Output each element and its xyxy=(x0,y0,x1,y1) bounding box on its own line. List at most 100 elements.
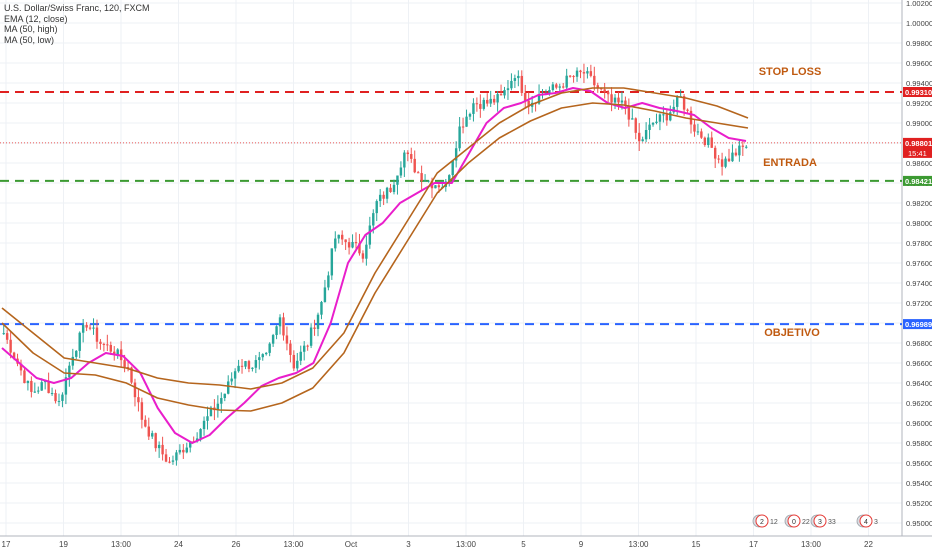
candle-body xyxy=(5,333,9,340)
price-tick-label: 0.97800 xyxy=(906,239,932,248)
candle-body xyxy=(382,194,385,199)
candle-body xyxy=(227,381,230,394)
time-tick-label: 19 xyxy=(59,540,68,549)
candle-body xyxy=(81,324,85,333)
candle-body xyxy=(233,371,237,379)
candle-body xyxy=(344,239,347,243)
time-tick-label: 13:00 xyxy=(628,540,649,549)
candle-body xyxy=(327,275,330,288)
price-tick-label: 0.99000 xyxy=(906,119,932,128)
candle-body xyxy=(199,429,202,439)
event-badge[interactable]: 0 22 xyxy=(784,514,810,528)
candle-body xyxy=(175,452,178,461)
candle-body xyxy=(361,253,365,259)
candle-body xyxy=(675,96,679,107)
candle-body xyxy=(655,121,658,123)
indicator-ema[interactable]: EMA (12, close) xyxy=(4,13,68,24)
candle-body xyxy=(268,343,271,353)
candle-body xyxy=(510,80,513,89)
candle-body xyxy=(85,324,88,328)
candle-body xyxy=(624,100,627,106)
candle-body xyxy=(662,114,665,116)
candle-body xyxy=(30,380,33,392)
candle-body xyxy=(392,184,396,192)
event-count: 3 xyxy=(874,519,878,526)
candle-body xyxy=(43,381,47,383)
candle-body xyxy=(133,382,137,398)
candle-body xyxy=(237,365,240,372)
candle-body xyxy=(302,345,306,352)
candle-body xyxy=(50,393,54,395)
candle-body xyxy=(448,175,451,182)
price-tick-label: 0.97600 xyxy=(906,259,932,268)
time-tick-label: 17 xyxy=(749,540,758,549)
indicator-ma-high[interactable]: MA (50, high) xyxy=(4,24,58,34)
candle-body xyxy=(113,351,116,355)
candle-body xyxy=(12,352,16,359)
candle-body xyxy=(620,100,624,103)
candle-body xyxy=(682,96,686,110)
price-tick-label: 0.96800 xyxy=(906,339,932,348)
event-badge[interactable]: 3 33 xyxy=(810,514,836,528)
ema-line xyxy=(1,87,747,444)
candle-body xyxy=(613,97,617,103)
candle-body xyxy=(378,194,382,202)
candle-body xyxy=(206,416,209,421)
candle-body xyxy=(710,137,713,148)
candle-body xyxy=(144,419,147,427)
time-tick-label: 15 xyxy=(692,540,701,549)
indicator-ma-low[interactable]: MA (50, low) xyxy=(4,34,55,45)
candle-body xyxy=(178,449,182,453)
candle-body xyxy=(492,98,496,103)
candle-body xyxy=(285,335,289,344)
economic-events[interactable]: 2 12 0 22 3 33 4 3 xyxy=(752,514,878,528)
ma-low-line xyxy=(1,102,749,412)
candle-body xyxy=(717,158,720,160)
price-tick-label: 0.96400 xyxy=(906,379,932,388)
chart-legend: U.S. Dollar/Swiss Franc, 120, FXCM EMA (… xyxy=(4,3,150,45)
candle-body xyxy=(240,365,244,367)
candle-body xyxy=(220,398,223,404)
event-badge[interactable]: 2 12 xyxy=(752,514,778,528)
event-glyph: 2 xyxy=(760,519,764,526)
candle-body xyxy=(565,75,568,88)
candle-body xyxy=(582,72,586,74)
candle-body xyxy=(33,391,37,393)
event-glyph: 3 xyxy=(818,519,822,526)
candle-body xyxy=(182,449,185,453)
candle-body xyxy=(451,160,454,176)
candle-body xyxy=(258,357,261,361)
time-tick-label: 26 xyxy=(232,540,241,549)
candle-body xyxy=(137,397,140,403)
price-tick-label: 0.99600 xyxy=(906,59,932,68)
candle-body xyxy=(406,152,410,155)
candle-body xyxy=(95,327,99,342)
candle-body xyxy=(368,225,372,245)
candle-body xyxy=(244,361,247,367)
candle-body xyxy=(230,378,233,382)
candle-body xyxy=(340,234,344,240)
candle-body xyxy=(524,93,527,101)
level-price-tag-bg xyxy=(903,87,932,97)
candle-body xyxy=(562,86,565,88)
candle-body xyxy=(413,158,416,173)
candle-body xyxy=(372,213,375,226)
time-axis[interactable]: 17 19 13:00 24 26 13:00 Oct 3 13:00 5 9 13:00 15 17 13… xyxy=(2,540,874,549)
candle-body xyxy=(589,71,593,76)
candle-body xyxy=(116,349,119,355)
price-tick-label: 0.96200 xyxy=(906,399,932,408)
symbol-title[interactable]: U.S. Dollar/Swiss Franc, 120, FXCM xyxy=(4,3,150,13)
price-tick-label: 0.98000 xyxy=(906,219,932,228)
candle-body xyxy=(26,380,30,384)
candle-body xyxy=(157,444,161,449)
flag-icon xyxy=(787,514,801,528)
candle-body xyxy=(354,241,358,244)
candle-body xyxy=(61,394,64,401)
candle-body xyxy=(651,122,655,125)
candle-body xyxy=(558,86,561,88)
candle-body xyxy=(434,185,437,189)
time-tick-label: Oct xyxy=(345,540,358,549)
